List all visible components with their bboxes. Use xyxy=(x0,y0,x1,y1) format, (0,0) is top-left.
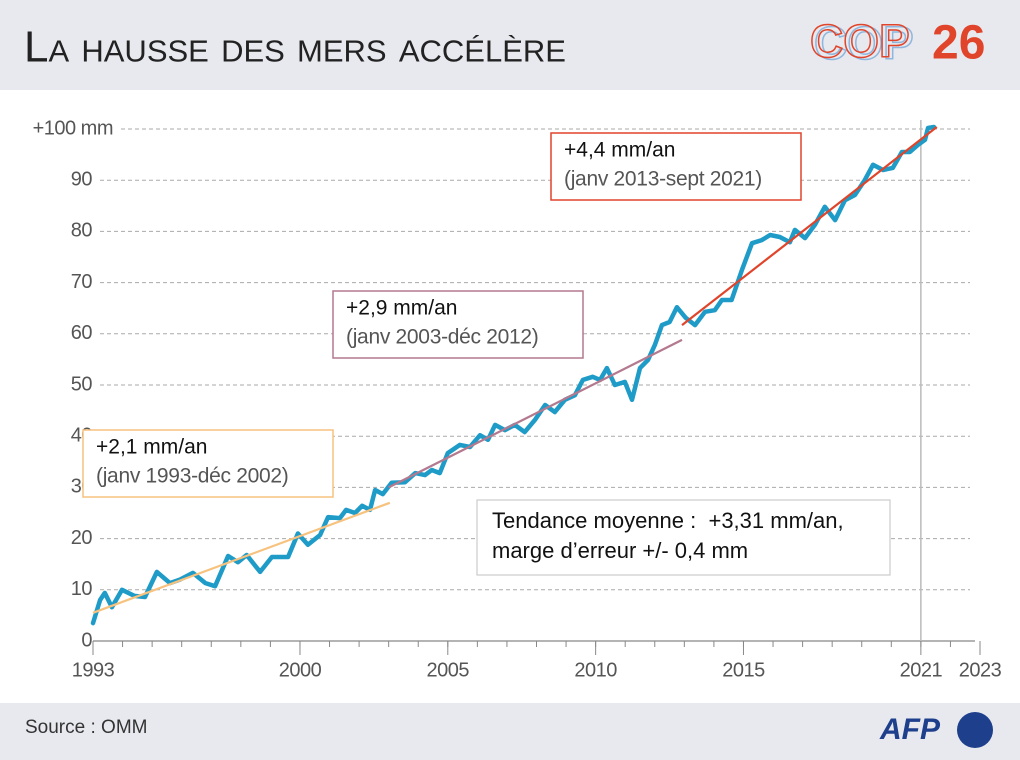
mean-annotation: marge d’erreur +/- 0,4 mm xyxy=(492,538,748,563)
y-tick-label: 90 xyxy=(71,168,93,190)
annotation-box xyxy=(550,132,802,201)
logo-cop: COP xyxy=(810,15,910,67)
trend-line xyxy=(92,501,391,614)
y-tick-label: 20 xyxy=(71,527,93,549)
trend-line xyxy=(681,126,938,326)
y-tick-label: 0 xyxy=(81,629,92,651)
logo-cop-shadow: COP xyxy=(814,17,914,69)
y-tick-label: 10 xyxy=(71,578,93,600)
annotation-period: (janv 2013-sept 2021) xyxy=(564,168,762,191)
x-tick-label: 2023 xyxy=(959,659,1002,681)
annotation-box xyxy=(332,290,584,359)
y-tick-label: +100 mm xyxy=(33,117,113,139)
logo-number: 26 xyxy=(932,17,985,70)
annotation-label: +2,9 mm/an xyxy=(346,297,457,320)
annotation-box xyxy=(82,429,334,498)
brand-circle xyxy=(957,712,993,748)
x-tick-label: 1993 xyxy=(72,659,115,681)
annotation-period: (janv 1993-déc 2002) xyxy=(96,465,288,488)
y-tick-label: 60 xyxy=(71,322,93,344)
x-tick-label: 2005 xyxy=(427,659,470,681)
y-tick-label: 80 xyxy=(71,220,93,242)
source: Source : OMM xyxy=(25,717,147,738)
x-tick-label: 2000 xyxy=(279,659,322,681)
annotation-label: +2,1 mm/an xyxy=(96,436,207,459)
mean-box xyxy=(476,499,891,576)
trend-line xyxy=(388,338,683,489)
y-tick-label: 70 xyxy=(71,271,93,293)
y-tick-label: 50 xyxy=(71,373,93,395)
annotation-label: +4,4 mm/an xyxy=(564,139,675,162)
chart-title: La hausse des mers accélère xyxy=(24,23,566,72)
x-tick-label: 2015 xyxy=(722,659,765,681)
mean-annotation: Tendance moyenne : +3,31 mm/an, xyxy=(492,508,844,533)
footer-band xyxy=(0,703,1020,760)
x-tick-label: 2010 xyxy=(574,659,617,681)
annotation-period: (janv 2003-déc 2012) xyxy=(346,326,538,349)
header-band xyxy=(0,0,1020,90)
brand: AFP xyxy=(879,713,941,746)
x-tick-label: 2021 xyxy=(900,659,943,681)
